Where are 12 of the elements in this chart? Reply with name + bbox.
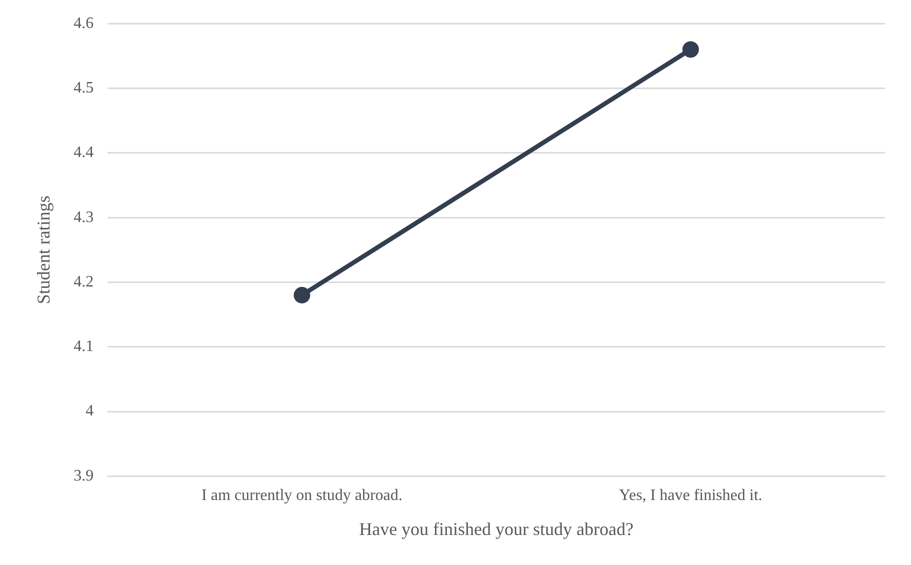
y-axis-title: Student ratings	[34, 196, 54, 304]
x-tick-label: Yes, I have finished it.	[619, 487, 762, 504]
x-tick-label: I am currently on study abroad.	[202, 487, 402, 504]
y-tick-label: 4.3	[74, 208, 94, 226]
y-tick-label: 4	[86, 402, 94, 420]
x-axis-title: Have you finished your study abroad?	[359, 518, 634, 539]
y-tick-label: 4.6	[74, 14, 94, 32]
y-tick-label: 4.1	[74, 338, 94, 356]
y-tick-label: 4.4	[74, 144, 94, 162]
y-tick-label: 4.5	[74, 79, 94, 96]
y-tick-label: 4.2	[74, 273, 94, 290]
y-tick-label: 3.9	[74, 467, 94, 484]
